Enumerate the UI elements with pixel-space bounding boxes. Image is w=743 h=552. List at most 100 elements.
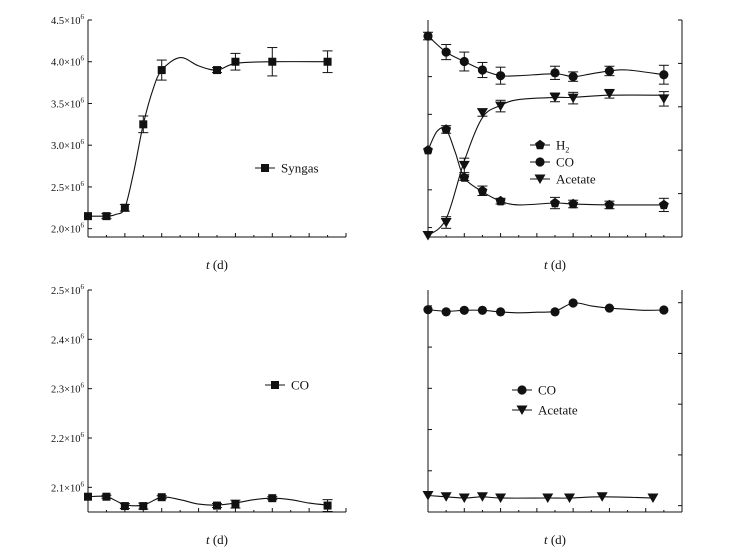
data-point: [550, 68, 560, 78]
data-point: [477, 65, 488, 75]
legend: Syngas: [255, 161, 319, 176]
data-point: [84, 492, 92, 501]
data-point: [476, 108, 488, 118]
data-point: [157, 493, 166, 502]
data-point: [495, 71, 506, 81]
data-point: [477, 305, 488, 315]
data-point: [550, 197, 560, 208]
data-point: [568, 72, 578, 82]
data-point: [120, 502, 129, 511]
data-point: [102, 212, 111, 221]
legend-marker: [517, 385, 527, 395]
legend-label: Acetate: [556, 172, 596, 187]
data-point: [213, 501, 221, 510]
data-point: [323, 501, 332, 510]
y-tick-label: 4.0×106: [51, 55, 85, 69]
legend-marker: [516, 405, 528, 415]
y-tick-label: 4.5×106: [51, 13, 85, 27]
legend-marker: [534, 174, 546, 184]
data-point: [658, 94, 670, 104]
y-tick-label: 3.5×106: [51, 96, 85, 110]
y-tick-label: 2.5×106: [51, 180, 85, 194]
series-co: [423, 31, 669, 85]
legend-label: CO: [538, 383, 556, 398]
data-point: [459, 305, 469, 315]
data-point: [231, 500, 240, 509]
data-point: [268, 57, 277, 66]
legend-label: Syngas: [281, 161, 319, 176]
x-axis-title: t (d): [544, 532, 566, 547]
data-point: [495, 195, 506, 206]
y-tick-label: 2.1×106: [51, 480, 85, 494]
y-tick-label: 2.5×106: [51, 283, 85, 297]
data-point: [604, 66, 615, 76]
data-point: [476, 492, 488, 502]
series-line: [427, 94, 664, 237]
data-point: [139, 502, 148, 511]
data-point: [213, 66, 221, 75]
data-point: [120, 203, 129, 212]
x-axis-title: t (d): [544, 257, 566, 272]
data-point: [549, 92, 561, 103]
data-point: [157, 66, 166, 75]
data-point: [139, 120, 148, 129]
y-tick-label: 2.3×106: [51, 382, 85, 396]
data-point: [659, 70, 669, 80]
panel-d: t (d) CO Acetate: [422, 290, 683, 547]
data-point: [422, 491, 434, 501]
data-point: [268, 494, 277, 503]
panel-c: t (d) 2.1×106 2.2×106 2.3×106 2.4×106 2.5×106…: [51, 283, 347, 547]
legend-marker: [271, 381, 279, 389]
data-point: [440, 218, 452, 228]
legend-marker: [261, 164, 269, 172]
legend-label: Acetate: [538, 403, 578, 418]
data-point: [459, 172, 470, 182]
data-point: [604, 199, 615, 210]
data-point: [564, 493, 576, 504]
legend-label: H2: [556, 138, 569, 155]
data-point: [231, 57, 240, 66]
data-point: [603, 89, 615, 99]
data-point: [568, 198, 579, 209]
data-point: [423, 145, 433, 155]
data-point: [84, 212, 92, 221]
series-co: [423, 298, 669, 317]
series-syngas: [84, 47, 333, 221]
data-point: [458, 493, 470, 504]
series-acetate: [422, 491, 659, 504]
data-point: [659, 305, 669, 315]
data-point: [550, 307, 560, 317]
data-point: [658, 199, 669, 210]
y-tick-label: 2.0×106: [51, 222, 85, 236]
series-line: [87, 57, 328, 217]
data-point: [477, 185, 488, 195]
legend: CO Acetate: [512, 383, 578, 418]
data-point: [441, 47, 451, 57]
data-point: [647, 493, 659, 504]
data-point: [423, 305, 433, 315]
data-point: [542, 493, 554, 504]
series-acetate: [422, 88, 670, 241]
legend-marker: [535, 157, 545, 167]
data-point: [495, 101, 507, 112]
legend-label: CO: [556, 155, 574, 170]
data-point: [458, 160, 470, 171]
y-tick-label: 2.2×106: [51, 431, 85, 445]
data-point: [422, 231, 434, 241]
data-point: [495, 307, 506, 317]
data-point: [423, 31, 433, 41]
data-point: [102, 492, 111, 501]
panel-a: t (d) 2.0×106 2.5×106 3.0×106 3.5×106 4.0×106…: [51, 13, 347, 272]
series-co: [84, 492, 333, 513]
y-tick-label: 3.0×106: [51, 138, 85, 152]
legend: CO: [265, 378, 309, 393]
data-point: [441, 124, 452, 134]
x-axis-title: t (d): [206, 532, 228, 547]
data-point: [567, 93, 579, 104]
legend-label: CO: [291, 378, 309, 393]
data-point: [459, 56, 469, 67]
data-point: [441, 307, 451, 317]
